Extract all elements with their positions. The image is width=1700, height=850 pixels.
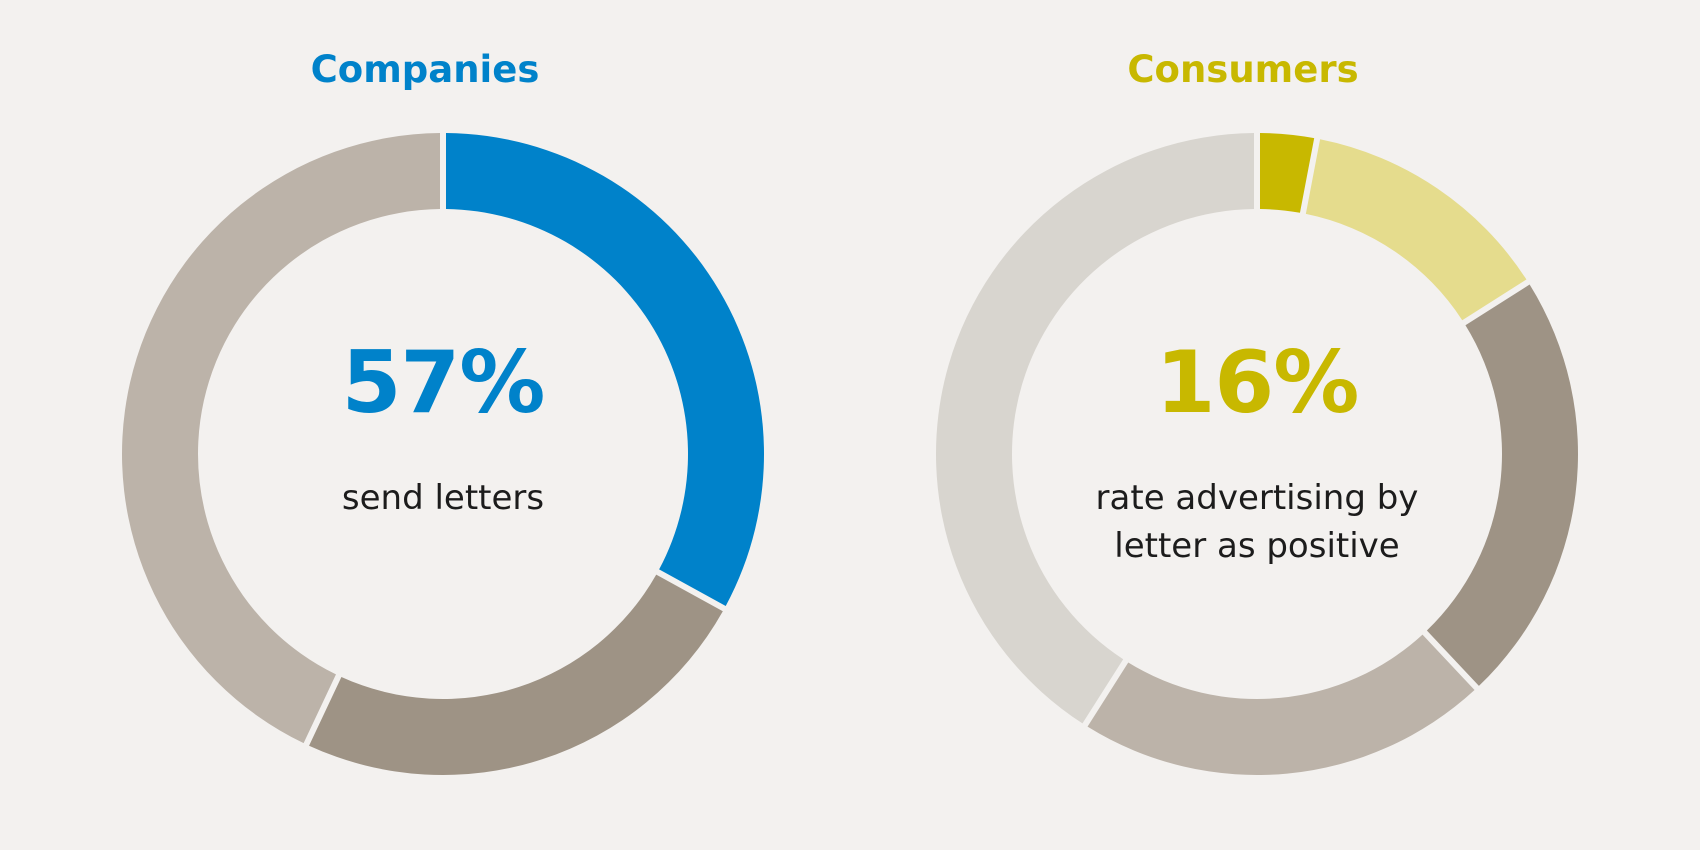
consumers-donut <box>936 133 1578 775</box>
donut-segment <box>121 133 441 744</box>
donut-segment <box>1305 139 1527 321</box>
consumers-chart: Consumers 16% rate advertising by letter… <box>818 0 1668 850</box>
caption-line: send letters <box>341 478 545 518</box>
donut-segment <box>1260 133 1315 213</box>
caption-line: rate advertising by <box>1095 478 1419 518</box>
center-value: 16% <box>1155 333 1360 433</box>
donut-segment <box>445 133 764 607</box>
companies-donut <box>121 133 764 775</box>
companies-chart: Companies 57% send letters <box>121 48 764 775</box>
chart-title: Consumers <box>1127 48 1359 91</box>
center-value: 57% <box>341 333 546 433</box>
center-caption: send letters <box>18 474 868 522</box>
center-caption: rate advertising by letter as positive <box>832 474 1682 570</box>
caption-line: letter as positive <box>1114 526 1400 566</box>
donut-segment <box>1087 634 1475 775</box>
donut-segment <box>309 574 723 775</box>
chart-title: Companies <box>310 48 540 91</box>
donut-segment <box>936 133 1254 724</box>
donut-segment <box>1426 284 1578 686</box>
